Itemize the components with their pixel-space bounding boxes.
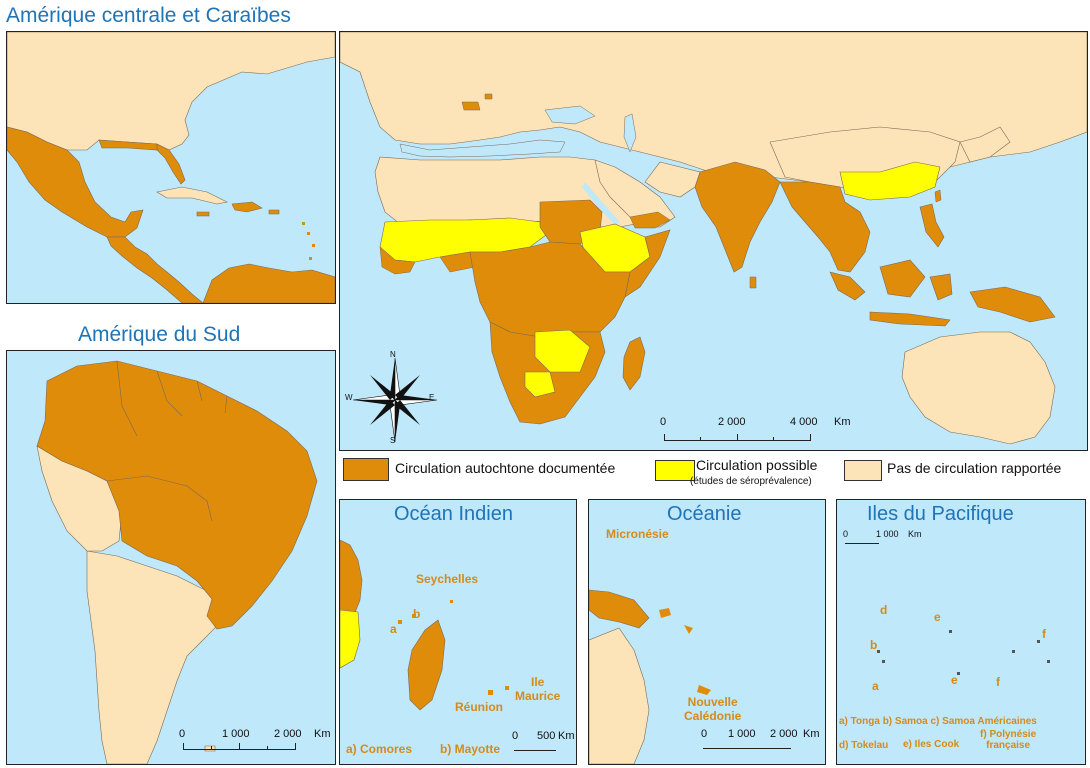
legend-swatch-none xyxy=(844,460,882,481)
legend-swatch-documented xyxy=(343,458,389,481)
legend-note-possible: (études de séroprévalence) xyxy=(690,476,812,487)
legend-label-documented: Circulation autochtone documentée xyxy=(395,460,616,476)
pacific-scale-1000: 1 000 xyxy=(876,529,899,539)
main-scale-tick xyxy=(737,434,738,441)
world-land xyxy=(340,32,1087,445)
south-scale-tick xyxy=(295,743,296,750)
indian-scale-0: 0 xyxy=(512,730,519,742)
compass-rose xyxy=(352,357,438,443)
label-seychelles: Seychelles xyxy=(416,572,479,586)
main-scale-tick xyxy=(773,437,774,441)
main-scale-tick xyxy=(664,434,665,441)
indian-ocean-title: Océan Indien xyxy=(394,503,513,525)
main-scale-tick xyxy=(700,437,701,441)
compass-e: E xyxy=(429,393,435,402)
legend-label-none: Pas de circulation rapportée xyxy=(887,460,1062,476)
central-america-title: Amérique centrale et Caraïbes xyxy=(6,4,291,27)
oceania-land xyxy=(589,589,711,764)
compass-n: N xyxy=(390,350,396,359)
south-america-land xyxy=(36,360,318,764)
oceania-scale-unit: Km xyxy=(803,728,820,740)
label-comores-a: a xyxy=(390,622,397,636)
main-scale-2000: 2 000 xyxy=(718,416,746,428)
indian-ocean-map xyxy=(339,499,577,765)
label-pacific-b: b xyxy=(870,638,878,652)
label-mayotte: b) Mayotte xyxy=(440,742,500,756)
pacific-scale-bar xyxy=(845,543,879,544)
south-scale-2000: 2 000 xyxy=(274,728,302,740)
label-pacific-f1: f xyxy=(1042,627,1046,641)
compass-s: S xyxy=(390,436,396,445)
label-pacific-cook: e) Iles Cook xyxy=(903,739,960,750)
oceania-scale-2000: 2 000 xyxy=(770,728,798,740)
label-pacific-a: a xyxy=(872,679,879,693)
label-pacific-e2: e xyxy=(951,673,958,687)
main-scale-unit: Km xyxy=(834,416,851,428)
legend-swatch-possible xyxy=(655,460,695,481)
south-scale-0: 0 xyxy=(179,728,186,740)
pacific-scale-0: 0 xyxy=(843,529,849,539)
legend-label-possible: Circulation possible xyxy=(696,457,818,473)
south-scale-tick xyxy=(267,746,268,750)
label-maurice: Ile Maurice xyxy=(515,675,561,703)
pacific-scale-unit: Km xyxy=(908,529,922,539)
main-scale-0: 0 xyxy=(660,416,667,428)
label-pacific-tokelau: d) Tokelau xyxy=(839,740,889,751)
label-pacific-f2: f xyxy=(996,675,1000,689)
label-micronesie: Micronésie xyxy=(606,527,669,541)
south-scale-1000: 1 000 xyxy=(222,728,250,740)
label-pacific-polynesie: f) Polynésie française xyxy=(980,729,1037,751)
south-america-title: Amérique du Sud xyxy=(78,323,241,346)
oceania-title: Océanie xyxy=(667,503,742,525)
south-scale-tick xyxy=(239,743,240,750)
oceania-map xyxy=(588,499,826,765)
label-caledonie: Nouvelle Calédonie xyxy=(684,695,742,723)
indian-ocean-land xyxy=(340,539,509,711)
south-scale-tick xyxy=(211,746,212,750)
pacific-title: Iles du Pacifique xyxy=(867,503,1014,525)
label-mayotte-b: b xyxy=(413,607,421,621)
label-comores: a) Comores xyxy=(346,742,413,756)
main-scale-4000: 4 000 xyxy=(790,416,818,428)
oceania-scale-1000: 1 000 xyxy=(728,728,756,740)
main-scale-tick xyxy=(810,434,811,441)
south-scale-unit: Km xyxy=(314,728,331,740)
south-scale-tick xyxy=(183,743,184,750)
indian-scale-500: 500 xyxy=(537,730,556,742)
central-america-map xyxy=(6,31,336,304)
oceania-scale-0: 0 xyxy=(701,728,708,740)
oceania-scale-bar xyxy=(703,748,791,749)
label-pacific-e1: e xyxy=(934,610,941,624)
label-pacific-legend-line1: a) Tonga b) Samoa c) Samoa Américaines xyxy=(839,716,1037,727)
central-america-land xyxy=(7,32,335,303)
south-america-map: 0 1 000 2 000 Km xyxy=(6,350,336,765)
indian-scale-unit: Km xyxy=(558,730,575,742)
label-reunion: Réunion xyxy=(455,700,503,714)
world-map: N S W E 0 2 000 4 000 Km xyxy=(339,31,1088,451)
compass-w: W xyxy=(345,393,353,402)
indian-scale-bar xyxy=(514,750,556,751)
label-pacific-d: d xyxy=(880,603,888,617)
